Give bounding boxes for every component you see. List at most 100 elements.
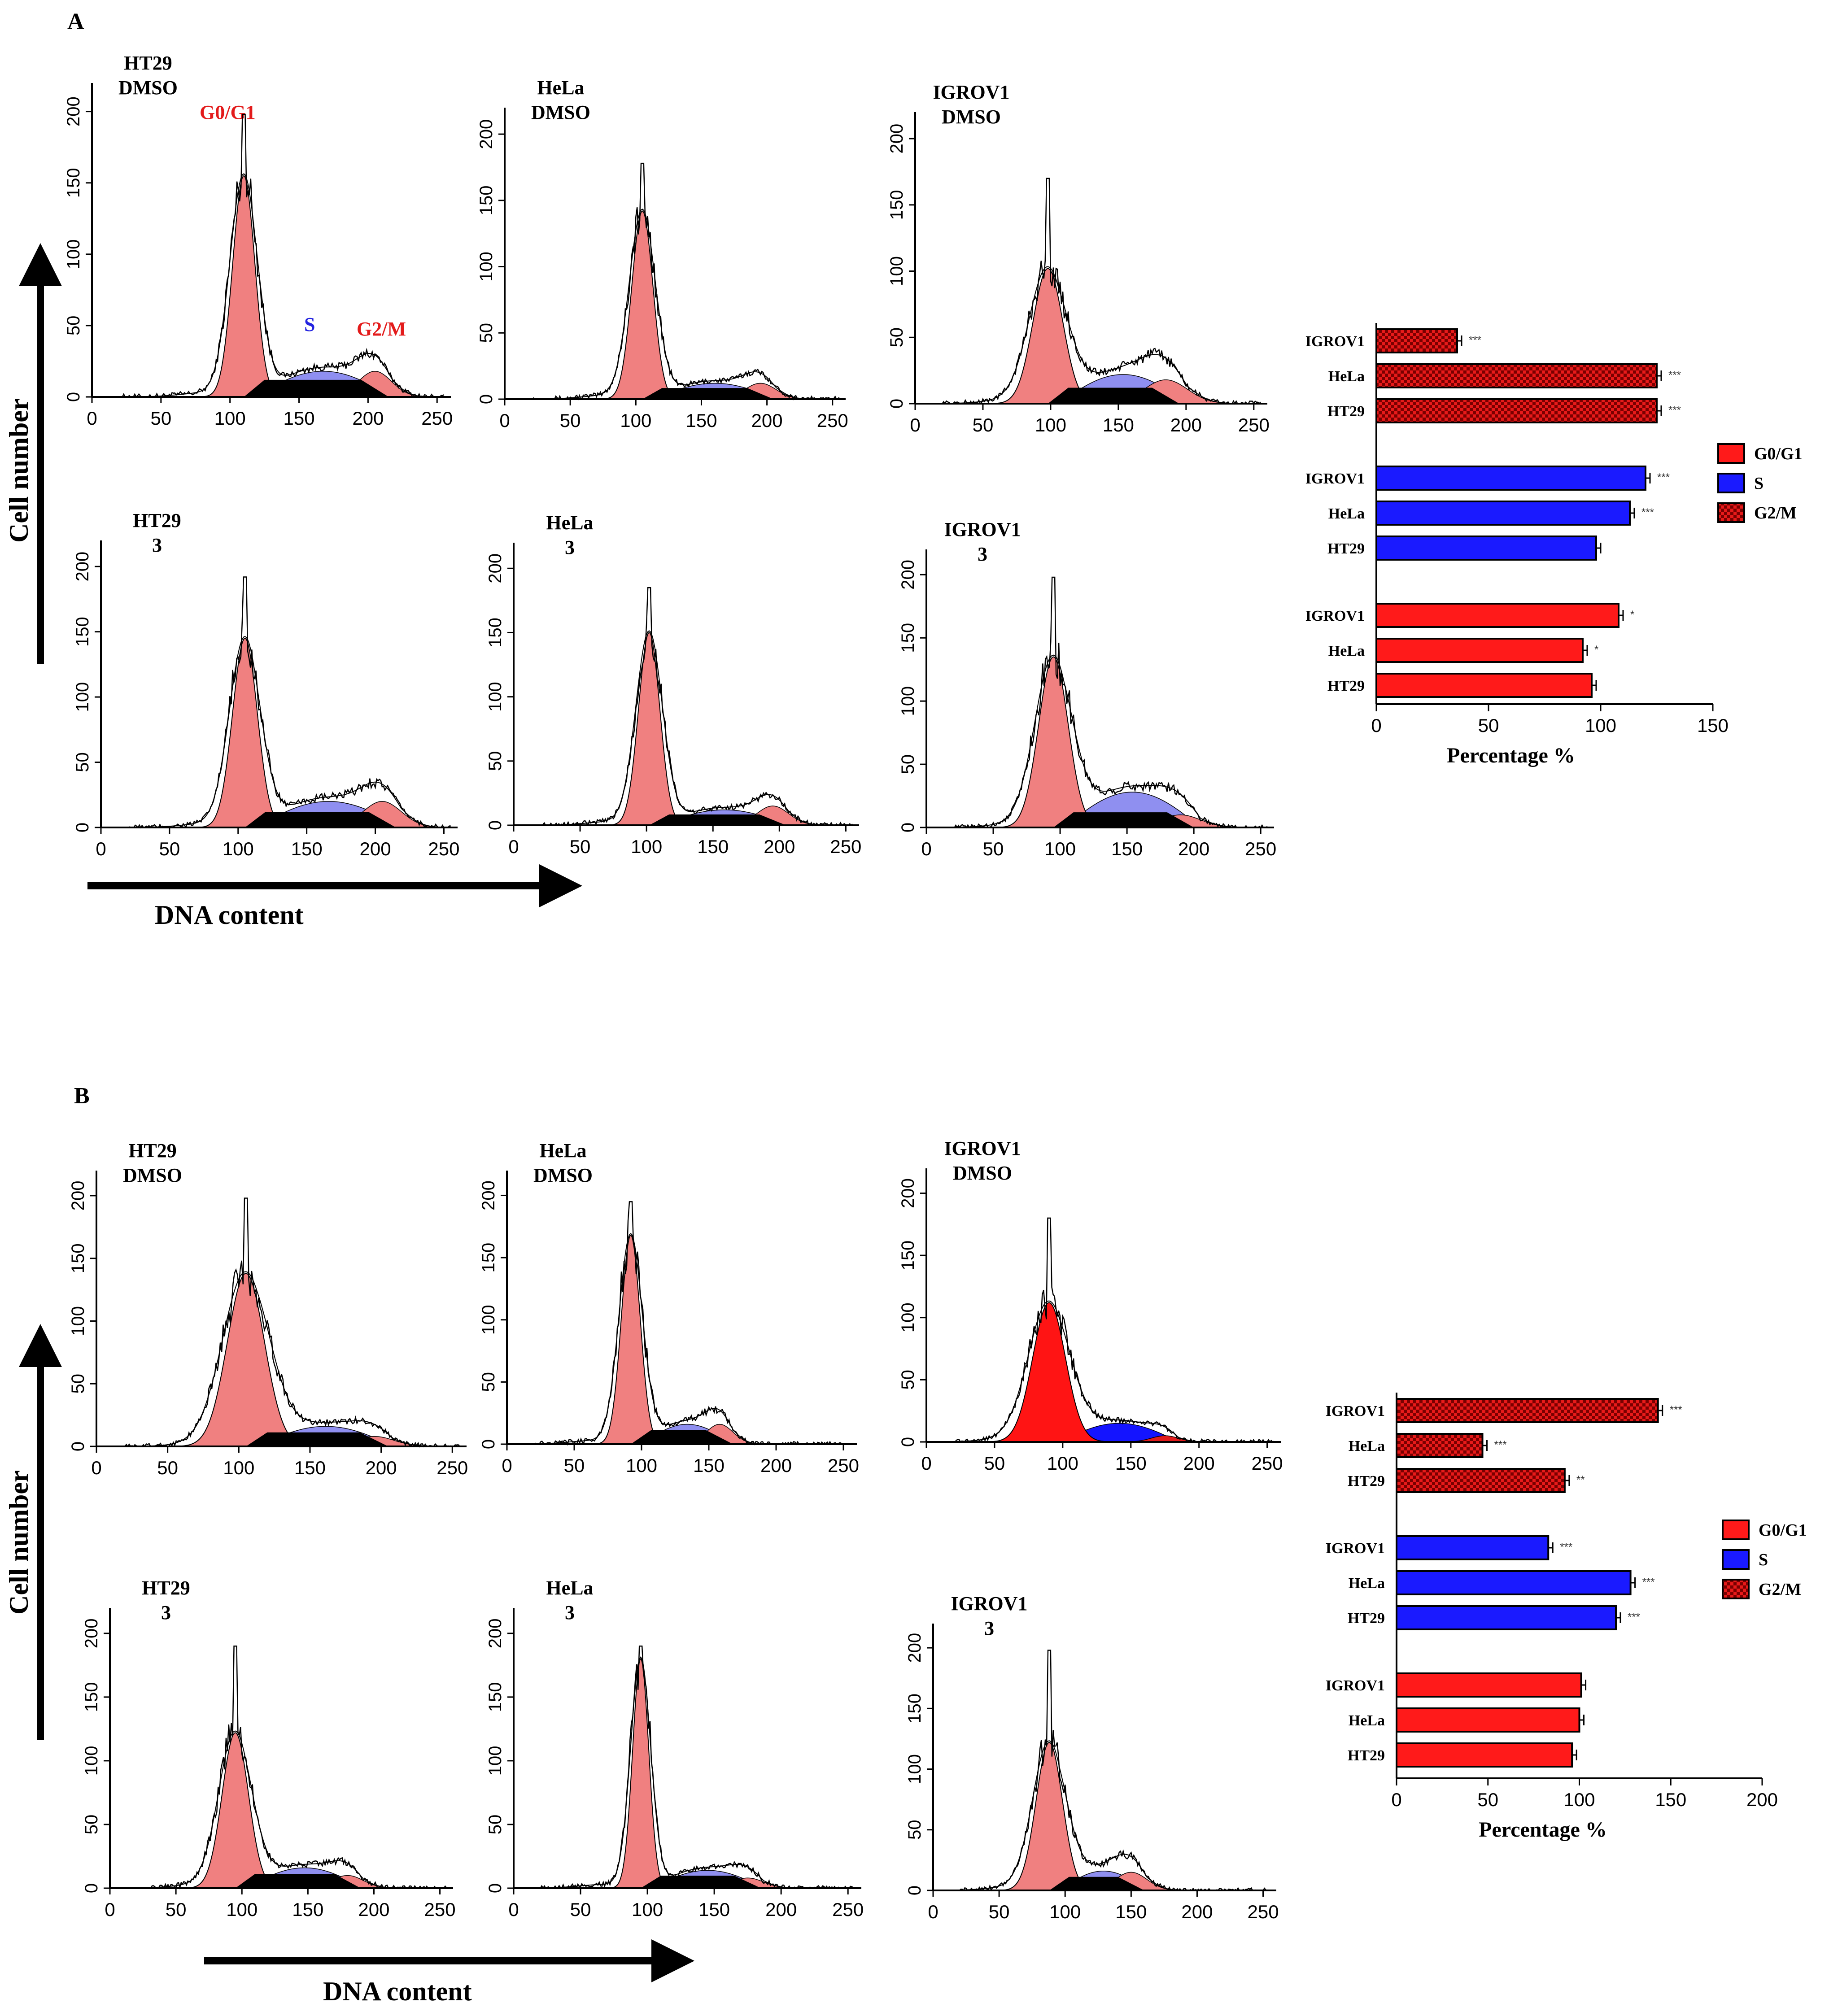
x-tick-label: 250: [428, 838, 459, 859]
y-tick-label: 0: [479, 1439, 498, 1449]
x-tick-label: 150: [1103, 414, 1134, 435]
x-tick-label: 150: [1115, 1901, 1147, 1922]
x-tick-label: 0: [508, 1899, 519, 1920]
legend-swatch: [1717, 443, 1745, 464]
bar-x-axis-title: Percentage %: [1479, 1818, 1607, 1842]
y-tick-label: 0: [905, 1885, 925, 1895]
treatment-label: 3: [152, 534, 162, 556]
y-tick-label: 50: [479, 1372, 498, 1392]
y-tick-label: 0: [485, 820, 505, 830]
raw-histogram-line: [540, 587, 853, 827]
g0g1-phase-area: [608, 1658, 673, 1889]
x-tick-label: 0: [96, 838, 106, 859]
bar: [1396, 1535, 1550, 1560]
x-tick-label: 0: [91, 1457, 101, 1478]
y-tick-label: 200: [485, 553, 505, 583]
significance-label: *: [1630, 609, 1634, 621]
overlap-area: [641, 1876, 761, 1888]
x-tick-label: 100: [223, 1457, 254, 1478]
legend-swatch: [1722, 1579, 1750, 1599]
legend-label: G2/M: [1759, 1580, 1801, 1599]
annotation-s: S: [304, 314, 315, 335]
y-tick-label: 100: [905, 1754, 925, 1784]
raw-histogram-line: [953, 576, 1268, 829]
bar-category-label: HT29: [1348, 1747, 1385, 1764]
x-tick-label: 200: [359, 838, 391, 859]
y-tick-label: 0: [73, 823, 92, 832]
x-tick-label: 150: [283, 408, 314, 429]
bar: [1375, 328, 1458, 353]
overlap-area: [642, 388, 774, 399]
y-tick-label: 50: [485, 751, 505, 771]
x-tick-label: 0: [87, 408, 97, 429]
x-tick-label: 200: [358, 1899, 389, 1920]
y-tick-label: 100: [68, 1306, 88, 1336]
y-tick-label: 150: [476, 185, 496, 215]
bar: [1396, 1398, 1659, 1423]
fitted-envelope: [959, 1740, 1270, 1891]
sample-name-label: HT29: [133, 509, 181, 531]
treatment-label: 3: [565, 1602, 575, 1624]
legend-label: G2/M: [1754, 504, 1797, 523]
sample-name-label: HeLa: [546, 512, 593, 534]
x-tick-label: 50: [564, 1455, 585, 1476]
x-tick-label: 50: [157, 1457, 178, 1478]
significance-label: ***: [1668, 404, 1681, 416]
bar-x-tick-label: 0: [1371, 715, 1381, 736]
bar-category-label: HeLa: [1328, 505, 1365, 522]
y-tick-label: 50: [905, 1820, 925, 1840]
y-tick-label: 100: [64, 239, 83, 269]
y-tick-label: 0: [68, 1441, 88, 1451]
bar-category-label: HeLa: [1328, 368, 1365, 385]
x-tick-label: 50: [159, 838, 180, 859]
bar-chart: IGROV1 *** HeLa *** HT29 ** IGROV1 *** HeLa *** HT…: [1326, 1393, 1807, 1842]
fitted-envelope: [125, 1271, 460, 1447]
sample-name-label: HT29: [128, 1140, 177, 1162]
raw-histogram-line: [953, 1217, 1275, 1443]
bar-category-label: IGROV1: [1305, 333, 1365, 350]
raw-histogram-line: [540, 1645, 855, 1890]
y-tick-label: 0: [485, 1883, 505, 1893]
x-tick-label: 250: [421, 408, 453, 429]
bar-category-label: HeLa: [1349, 1712, 1385, 1729]
g0g1-phase-area: [606, 632, 692, 826]
y-tick-label: 100: [887, 256, 907, 286]
treatment-label: DMSO: [531, 101, 590, 123]
x-tick-label: 200: [760, 1455, 792, 1476]
raw-histogram-line: [942, 178, 1261, 405]
x-tick-label: 100: [632, 1899, 663, 1920]
histogram-panel: 0 50 100 150 200 250 0 50 100 150 200 IGROV1 DMSO: [898, 1137, 1283, 1474]
x-tick-label: 0: [921, 838, 931, 859]
y-tick-label: 200: [485, 1618, 505, 1648]
treatment-label: DMSO: [533, 1164, 593, 1186]
x-tick-label: 200: [764, 836, 795, 857]
bar-chart: IGROV1 *** HeLa *** HT29 *** IGROV1 *** HeLa *** H…: [1305, 323, 1803, 767]
annotation-g2m: G2/M: [357, 318, 406, 340]
x-tick-label: 50: [983, 838, 1004, 859]
sample-name-label: HT29: [142, 1577, 190, 1599]
y-tick-label: 200: [64, 96, 83, 126]
significance-label: ***: [1668, 369, 1681, 381]
y-tick-label: 100: [898, 686, 918, 716]
overlap-area: [1049, 1877, 1144, 1890]
y-tick-label: 50: [68, 1374, 88, 1394]
bar: [1375, 638, 1584, 663]
x-tick-label: 100: [626, 1455, 657, 1476]
fitted-envelope: [540, 1656, 855, 1889]
x-tick-label: 200: [1178, 838, 1209, 859]
bar-category-label: HeLa: [1349, 1575, 1385, 1592]
overlap-area: [1053, 812, 1194, 827]
bar-category-label: IGROV1: [1326, 1677, 1385, 1694]
x-tick-label: 150: [1115, 1453, 1147, 1474]
significance-label: ***: [1641, 506, 1654, 518]
treatment-label: 3: [565, 536, 575, 558]
y-tick-label: 50: [476, 323, 496, 343]
bar: [1396, 1605, 1617, 1630]
legend-label: S: [1754, 474, 1764, 493]
x-tick-label: 150: [693, 1455, 725, 1476]
bar-charts: IGROV1 *** HeLa *** HT29 *** IGROV1 ***HeLa ***H…: [1305, 323, 1807, 1842]
y-tick-label: 50: [898, 1370, 918, 1390]
